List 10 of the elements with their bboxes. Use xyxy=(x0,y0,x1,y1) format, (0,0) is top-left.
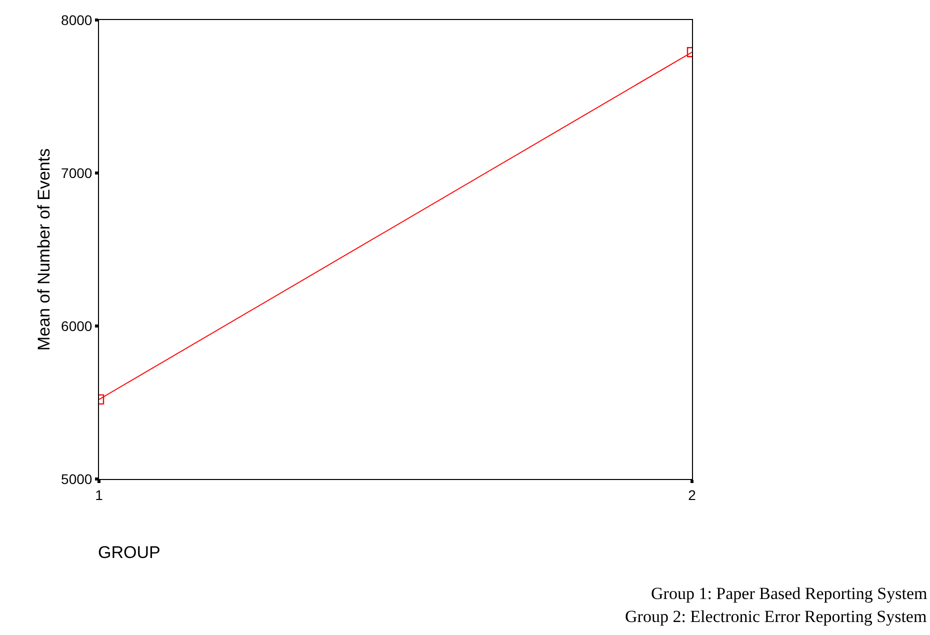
y-axis-title: Mean of Number of Events xyxy=(34,148,54,351)
y-tick-label: 5000 xyxy=(61,470,92,487)
x-tick-label: 2 xyxy=(688,486,696,503)
x-tick-label: 1 xyxy=(95,486,104,503)
y-tick-label: 7000 xyxy=(61,164,92,181)
x-axis-title: GROUP xyxy=(98,543,160,562)
y-tick-label: 6000 xyxy=(61,318,92,334)
text: Group 2: Electronic Error Reporting System xyxy=(625,607,927,626)
y-tick-label: 8000 xyxy=(61,12,92,28)
text: Group 1: Paper Based Reporting System xyxy=(651,584,928,603)
